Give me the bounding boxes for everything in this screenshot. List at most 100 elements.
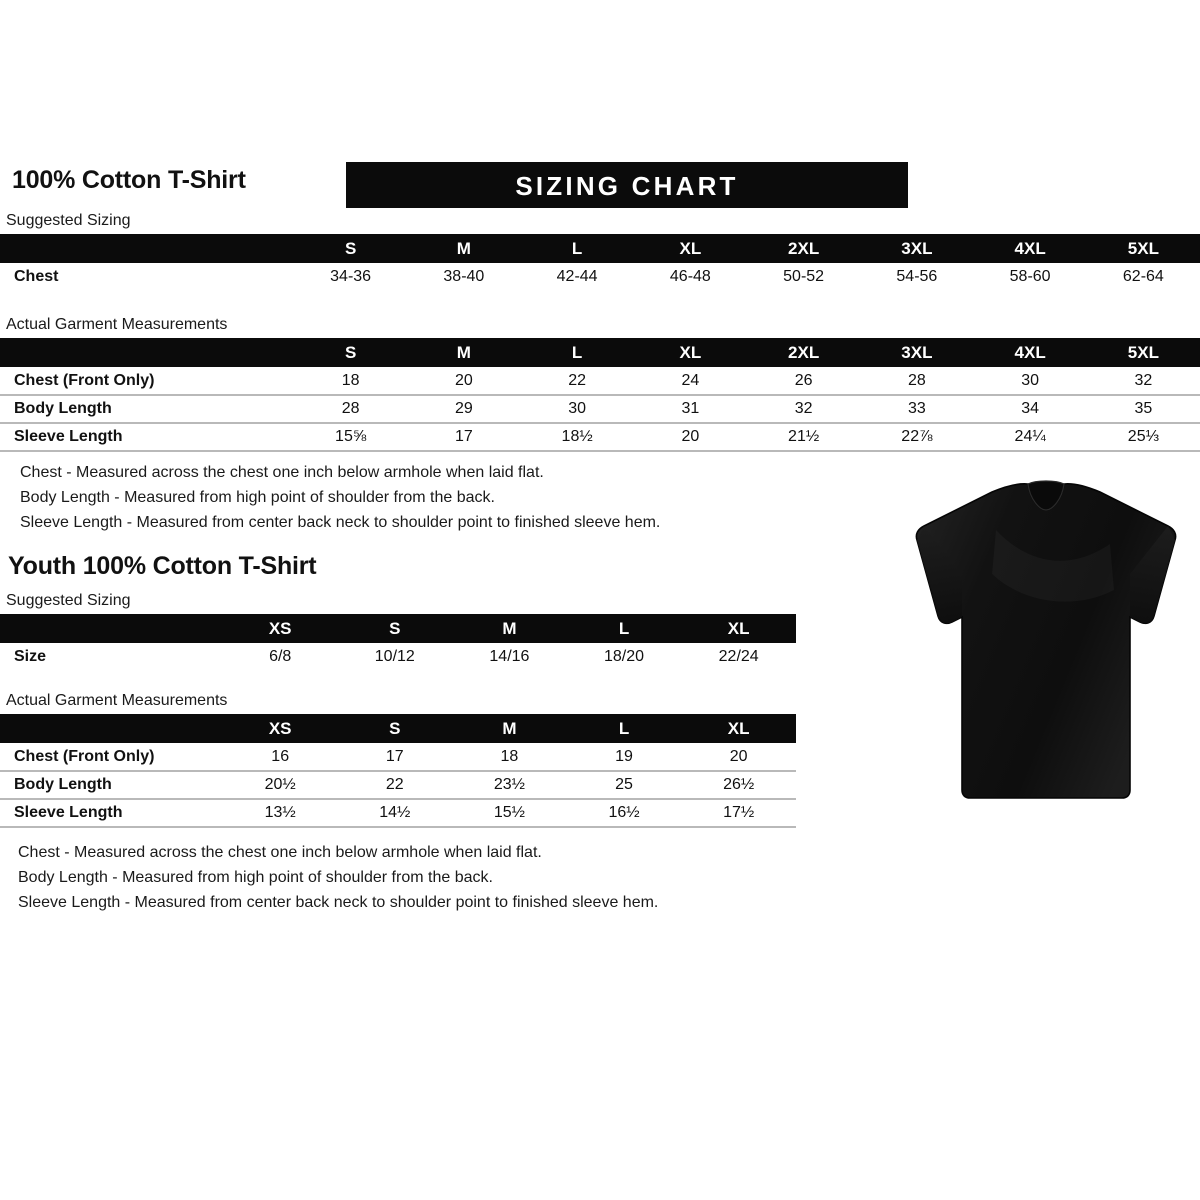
table-cell: 31	[633, 395, 747, 424]
tshirt-body	[915, 483, 1177, 799]
sizing-chart-banner-label: SIZING CHART	[515, 171, 739, 201]
table-cell: 34	[973, 395, 1087, 424]
table-cell: 25⅓	[1086, 423, 1200, 452]
table-cell: 28	[294, 395, 408, 424]
table-cell: 20	[407, 367, 521, 396]
row-label: Size	[14, 648, 47, 665]
youth-actual-measurements-caption: Actual Garment Measurements	[6, 692, 228, 709]
table-cell: 23½	[452, 771, 567, 800]
measurement-note: Sleeve Length - Measured from center bac…	[20, 514, 661, 531]
column-header-5xl: 5XL	[1086, 234, 1200, 263]
adult-suggested-sizing-table: S M L XL 2XL 3XL 4XL 5XL Chest 34-36 38-40 42-44 46-…	[0, 234, 1200, 291]
measurement-note: Body Length - Measured from high point o…	[20, 489, 495, 506]
table-cell: 13½	[222, 799, 338, 828]
table-cell: 46-48	[669, 268, 711, 285]
column-header-4xl: 4XL	[973, 338, 1087, 367]
table-cell: 18/20	[604, 648, 645, 665]
table-cell: 30	[973, 367, 1087, 396]
column-header-xl: XL	[681, 614, 796, 643]
column-header-3xl: 3XL	[860, 338, 974, 367]
table-row: Chest (Front Only) 18 20 22 24 26 28 30 32	[0, 367, 1200, 396]
measurement-note: Body Length - Measured from high point o…	[18, 869, 493, 886]
youth-suggested-sizing-table: XS S M L XL Size 6/8 10/12 14/16 18/20 22/24	[0, 614, 796, 671]
table-cell: 14/16	[489, 648, 530, 665]
column-header-rowlabel	[0, 714, 223, 743]
table-header-row: S M L XL 2XL 3XL 4XL 5XL	[0, 338, 1200, 367]
table-cell: 24	[633, 367, 747, 396]
table-cell: 29	[407, 395, 521, 424]
row-label: Sleeve Length	[0, 799, 223, 828]
table-cell: 50-52	[783, 268, 825, 285]
table-cell: 32	[747, 395, 861, 424]
row-label: Body Length	[0, 771, 223, 800]
column-header-m: M	[452, 614, 567, 643]
row-label: Chest (Front Only)	[0, 743, 223, 772]
header-row: 100% Cotton T-Shirt SIZING CHART	[8, 162, 1192, 212]
column-header-s: S	[294, 234, 408, 263]
table-cell: 15½	[452, 799, 567, 828]
table-cell: 34-36	[330, 268, 372, 285]
table-cell: 20½	[222, 771, 338, 800]
table-cell: 16½	[566, 799, 682, 828]
column-header-xl: XL	[681, 714, 796, 743]
row-label: Sleeve Length	[0, 423, 294, 452]
table-cell: 20	[633, 423, 747, 452]
table-cell: 19	[566, 743, 682, 772]
page-title: 100% Cotton T-Shirt	[12, 166, 246, 194]
table-row: Sleeve Length 15⅝ 17 18½ 20 21½ 22⅞ 24¼ 25⅓	[0, 423, 1200, 452]
table-cell: 22	[520, 367, 634, 396]
measurement-note: Chest - Measured across the chest one in…	[18, 844, 542, 861]
column-header-rowlabel	[0, 234, 294, 263]
table-cell: 18	[452, 743, 567, 772]
column-header-5xl: 5XL	[1086, 338, 1200, 367]
tshirt-right-sleeve	[1130, 526, 1175, 624]
youth-measurement-notes: Chest - Measured across the chest one in…	[18, 840, 878, 915]
youth-section-title: Youth 100% Cotton T-Shirt	[8, 552, 317, 580]
column-header-l: L	[566, 714, 682, 743]
column-header-xl: XL	[633, 338, 747, 367]
table-cell: 20	[681, 743, 796, 772]
youth-suggested-sizing-caption: Suggested Sizing	[6, 592, 131, 609]
column-header-2xl: 2XL	[747, 338, 861, 367]
column-header-s: S	[294, 338, 408, 367]
column-header-l: L	[566, 614, 682, 643]
column-header-m: M	[407, 338, 521, 367]
row-label: Chest	[14, 268, 59, 285]
table-row: Body Length 20½ 22 23½ 25 26½	[0, 771, 796, 800]
column-header-2xl: 2XL	[747, 234, 861, 263]
youth-actual-measurements-table: XS S M L XL Chest (Front Only) 16 17 18 19 20 Body …	[0, 714, 796, 828]
table-cell: 22/24	[718, 648, 759, 665]
table-cell: 24¼	[973, 423, 1087, 452]
adult-actual-measurements-table: S M L XL 2XL 3XL 4XL 5XL Chest (Front Only) 18 20 2…	[0, 338, 1200, 452]
table-cell: 25	[566, 771, 682, 800]
tshirt-collar	[1027, 480, 1065, 511]
column-header-rowlabel	[0, 614, 223, 643]
table-cell: 35	[1086, 395, 1200, 424]
column-header-m: M	[452, 714, 567, 743]
adult-actual-measurements-caption: Actual Garment Measurements	[6, 316, 228, 333]
table-cell: 22	[337, 771, 453, 800]
column-header-xl: XL	[633, 234, 747, 263]
adult-suggested-sizing-caption: Suggested Sizing	[6, 212, 131, 229]
table-cell: 18½	[520, 423, 634, 452]
table-cell: 14½	[337, 799, 453, 828]
black-tshirt-photo	[900, 470, 1192, 806]
adult-measurement-notes: Chest - Measured across the chest one in…	[20, 460, 880, 535]
table-cell: 32	[1086, 367, 1200, 396]
table-row: Sleeve Length 13½ 14½ 15½ 16½ 17½	[0, 799, 796, 828]
column-header-rowlabel	[0, 338, 294, 367]
table-cell: 38-40	[443, 268, 485, 285]
column-header-s: S	[337, 614, 453, 643]
table-row: Body Length 28 29 30 31 32 33 34 35	[0, 395, 1200, 424]
table-cell: 15⅝	[294, 423, 408, 452]
measurement-note: Sleeve Length - Measured from center bac…	[18, 894, 659, 911]
table-row: Size 6/8 10/12 14/16 18/20 22/24	[0, 643, 796, 671]
table-cell: 62-64	[1122, 268, 1164, 285]
row-label: Body Length	[0, 395, 294, 424]
table-cell: 17	[337, 743, 453, 772]
table-row: Chest (Front Only) 16 17 18 19 20	[0, 743, 796, 772]
table-cell: 26	[747, 367, 861, 396]
table-cell: 17½	[681, 799, 796, 828]
table-row: Chest 34-36 38-40 42-44 46-48 50-52 54-56 58-60…	[0, 263, 1200, 291]
